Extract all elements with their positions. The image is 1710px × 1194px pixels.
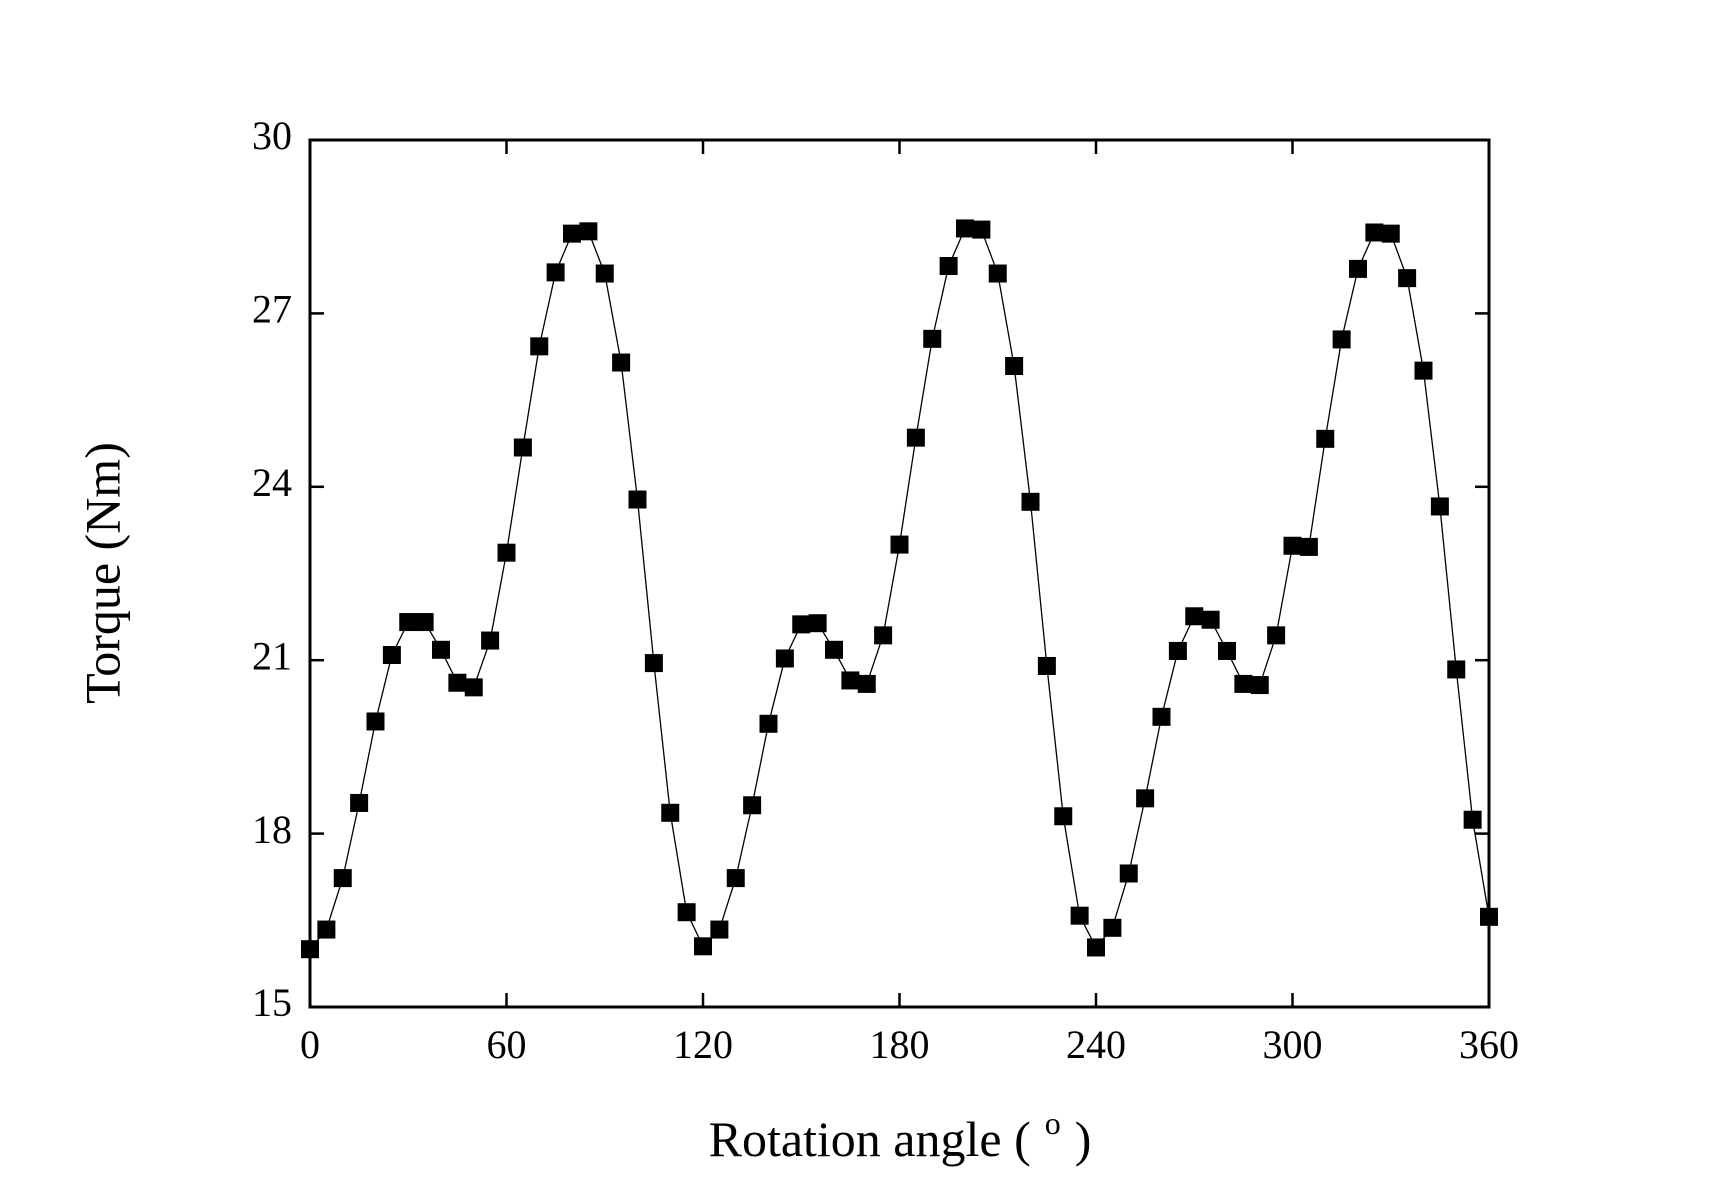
data-point — [481, 631, 500, 650]
x-tick-label: 180 — [870, 1022, 930, 1067]
data-point — [1136, 789, 1155, 808]
y-tick-label: 21 — [252, 633, 292, 678]
data-point — [1185, 607, 1204, 626]
data-point — [579, 222, 598, 241]
x-tick-label: 120 — [673, 1022, 733, 1067]
data-point — [661, 803, 680, 822]
data-point — [988, 264, 1007, 283]
data-point — [1414, 361, 1433, 380]
data-point — [841, 671, 860, 690]
data-point — [890, 535, 909, 554]
data-point — [366, 712, 385, 731]
series-line — [309, 227, 1490, 950]
data-point — [644, 654, 663, 673]
data-point — [1119, 864, 1138, 883]
data-point — [399, 613, 418, 632]
data-point — [350, 793, 369, 812]
data-point — [956, 219, 974, 238]
data-point — [415, 613, 434, 632]
data-point — [628, 490, 647, 509]
data-point — [382, 645, 401, 664]
data-point — [333, 869, 352, 888]
data-point — [1365, 223, 1384, 242]
data-point — [513, 438, 532, 457]
data-point — [1349, 259, 1367, 278]
data-point — [743, 796, 762, 815]
data-point — [497, 543, 516, 562]
data-point — [1005, 356, 1024, 375]
data-point — [464, 678, 483, 697]
data-point — [874, 626, 893, 645]
data-point — [432, 640, 450, 659]
y-tick-label: 15 — [252, 980, 292, 1025]
data-point — [1234, 674, 1253, 693]
x-label-close: ) — [1075, 1111, 1092, 1167]
data-point — [710, 920, 729, 939]
x-axis-label: Rotation angle ( o) — [709, 1105, 1092, 1167]
data-point — [1283, 536, 1302, 555]
data-point — [939, 257, 958, 276]
data-point — [1381, 224, 1400, 243]
data-point — [448, 673, 467, 692]
data-point — [1201, 610, 1220, 629]
data-point — [1447, 660, 1466, 679]
data-point — [563, 224, 581, 243]
data-point — [1398, 269, 1417, 288]
data-point — [1267, 626, 1286, 645]
x-label-degree: o — [1045, 1105, 1061, 1141]
x-tick-label: 360 — [1459, 1022, 1519, 1067]
data-point — [1021, 492, 1040, 511]
data-point — [1463, 810, 1482, 829]
data-point — [1103, 918, 1122, 937]
y-tick-label: 24 — [252, 460, 292, 505]
data-point — [677, 903, 696, 922]
x-tick-label: 240 — [1066, 1022, 1126, 1067]
y-tick-label: 18 — [252, 807, 292, 852]
data-point — [1218, 641, 1236, 660]
data-point — [972, 220, 991, 239]
data-point — [1168, 641, 1187, 660]
data-point — [1054, 807, 1073, 826]
data-point — [775, 649, 794, 668]
data-point — [759, 714, 778, 733]
y-axis-label: Torque (Nm) — [74, 442, 130, 704]
y-tick-label: 30 — [252, 113, 292, 158]
data-point — [1087, 938, 1105, 957]
data-point — [1430, 497, 1449, 516]
data-point — [546, 263, 565, 282]
x-tick-label: 60 — [487, 1022, 527, 1067]
x-tick-label: 0 — [300, 1022, 320, 1067]
data-point — [612, 353, 631, 372]
data-point — [595, 264, 614, 283]
data-point — [1332, 330, 1351, 349]
data-point — [1316, 429, 1335, 448]
data-point — [317, 920, 336, 939]
x-tick-label: 300 — [1263, 1022, 1323, 1067]
data-point — [906, 428, 925, 447]
data-point — [530, 337, 549, 356]
data-point — [792, 615, 811, 634]
data-point — [1299, 537, 1318, 556]
data-point — [923, 329, 942, 348]
data-point — [1152, 707, 1171, 726]
data-point — [1250, 676, 1269, 695]
x-label-text: Rotation angle ( — [709, 1111, 1031, 1167]
plot-frame — [308, 138, 1491, 1009]
data-point — [1070, 906, 1089, 925]
y-tick-label: 27 — [252, 287, 292, 332]
data-point — [808, 614, 827, 633]
data-point — [1037, 656, 1056, 675]
data-point — [726, 869, 745, 888]
data-point — [825, 640, 843, 659]
data-point — [694, 937, 712, 956]
data-point — [857, 674, 876, 693]
